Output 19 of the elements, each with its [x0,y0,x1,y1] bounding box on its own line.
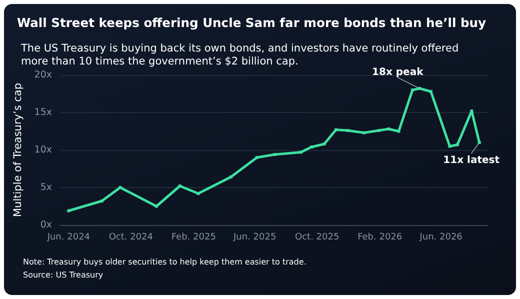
y-tick-label: 20x [34,70,52,80]
x-tick-label: Oct. 2024 [108,232,154,242]
x-tick-label: Jun. 2026 [418,232,463,242]
y-tick-label: 10x [34,144,52,156]
y-tick-label: 5x [40,182,52,193]
x-tick-label: Feb. 2026 [358,232,402,242]
annotation: 11x latest [443,155,500,166]
y-tick-label: 15x [34,107,52,118]
chart-subtitle: The US Treasury is buying back its own bonds, and investors have routinely offered more than 10 times the government’s $2 billion cap. [20,42,462,68]
x-tick-label: Oct. 2025 [295,232,340,242]
source-note: Source: US Treasury [23,270,104,280]
annotation: 18x peak [372,67,424,78]
x-tick-label: Jun. 2024 [46,232,90,242]
y-tick-label: 0x [40,220,52,230]
y-axis-title: Multiple of Treasury’s cap [12,82,24,218]
text: Note: Treasury buys older securities to help keep them easier to trade. [23,258,306,266]
x-tick-label: Jun. 2025 [232,232,276,242]
x-tick-label: Feb. 2025 [171,232,216,242]
chart-title: Wall Street keeps offering Uncle Sam far more bonds than he’ll buy [17,16,486,30]
